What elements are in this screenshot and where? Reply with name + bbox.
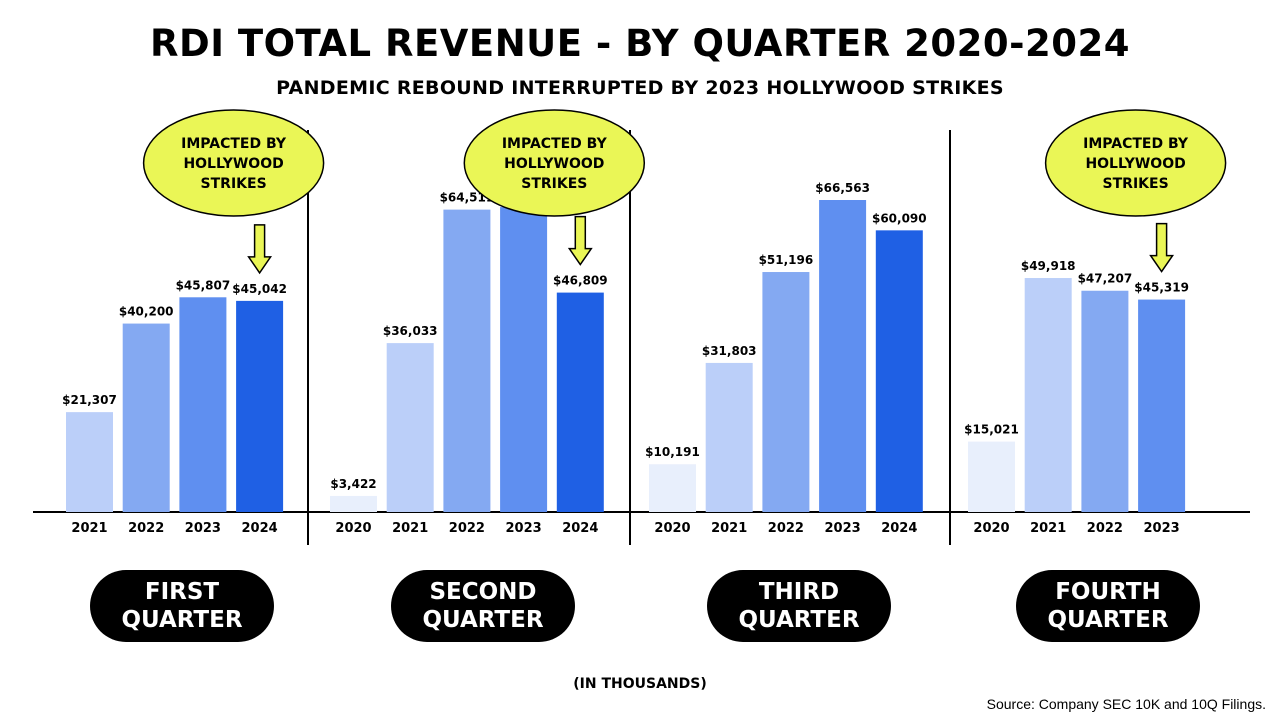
data-label: $66,563 — [815, 181, 870, 195]
bar — [649, 464, 696, 512]
callout-text: HOLLYWOOD — [183, 156, 283, 172]
x-tick-label: 2022 — [1087, 521, 1123, 536]
panel-label-line1: THIRD — [758, 579, 840, 605]
bar — [443, 209, 491, 512]
panel-label-line2: QUARTER — [738, 607, 860, 633]
data-label: $46,809 — [553, 274, 608, 288]
data-label: $36,033 — [383, 324, 438, 338]
panel-label-line2: QUARTER — [121, 607, 243, 633]
bar — [556, 292, 604, 512]
chart-title: RDI TOTAL REVENUE - BY QUARTER 2020-2024 — [150, 22, 1130, 65]
data-label: $47,207 — [1078, 272, 1133, 286]
panel-label-line1: FOURTH — [1055, 579, 1161, 605]
callout-text: STRIKES — [521, 176, 587, 192]
bar — [500, 207, 548, 513]
panel-label-line1: FIRST — [144, 579, 220, 605]
panel-label-third-quarter: THIRD QUARTER — [707, 570, 891, 642]
data-label: $15,021 — [964, 423, 1019, 437]
panel-label-line2: QUARTER — [422, 607, 544, 633]
bar — [819, 200, 867, 512]
data-label: $10,191 — [645, 445, 700, 459]
data-label: $45,042 — [232, 282, 287, 296]
data-label: $40,200 — [119, 305, 174, 319]
callout-text: HOLLYWOOD — [1085, 156, 1185, 172]
units-note: (IN THOUSANDS) — [573, 676, 707, 692]
bar — [179, 297, 227, 512]
bar — [236, 300, 284, 512]
bar — [122, 323, 170, 512]
x-tick-label: 2024 — [881, 521, 917, 536]
callout-arrow — [567, 215, 593, 266]
x-tick-label: 2022 — [449, 521, 485, 536]
panel-label-line1: SECOND — [429, 579, 537, 605]
x-tick-label: 2020 — [654, 521, 690, 536]
bar — [1138, 299, 1186, 512]
bar — [1081, 290, 1129, 512]
data-label: $60,090 — [872, 211, 927, 225]
bar — [875, 230, 923, 512]
data-label: $51,196 — [759, 253, 814, 267]
panel-label-line2: QUARTER — [1047, 607, 1169, 633]
bar — [386, 343, 434, 512]
x-tick-label: 2020 — [973, 521, 1009, 536]
panel-label-second-quarter: SECOND QUARTER — [391, 570, 575, 642]
x-tick-label: 2023 — [185, 521, 221, 536]
callout-text: HOLLYWOOD — [504, 156, 604, 172]
panel-label-first-quarter: FIRST QUARTER — [90, 570, 274, 642]
x-tick-label: 2021 — [71, 521, 107, 536]
x-tick-label: 2024 — [562, 521, 598, 536]
x-tick-label: 2022 — [768, 521, 804, 536]
data-label: $21,307 — [62, 393, 117, 407]
callout-bubble — [142, 109, 325, 217]
data-label: $49,918 — [1021, 259, 1076, 273]
data-label: $3,422 — [330, 477, 376, 491]
bar — [705, 362, 753, 512]
x-tick-label: 2023 — [825, 521, 861, 536]
callout-arrow — [1149, 222, 1175, 273]
data-label: $45,319 — [1134, 281, 1189, 295]
bar — [1024, 278, 1072, 512]
bar — [968, 441, 1015, 512]
callout-text: STRIKES — [201, 176, 267, 192]
data-label: $45,807 — [176, 278, 231, 292]
callout-bubble — [463, 109, 646, 217]
x-tick-label: 2023 — [1144, 521, 1180, 536]
x-tick-label: 2022 — [128, 521, 164, 536]
bar — [762, 272, 810, 512]
bar — [66, 412, 113, 512]
callout-text: STRIKES — [1103, 176, 1169, 192]
callout-text: IMPACTED BY — [181, 136, 287, 152]
x-tick-label: 2021 — [1030, 521, 1066, 536]
callout-bubble — [1044, 109, 1227, 217]
x-tick-label: 2024 — [242, 521, 278, 536]
bar — [330, 495, 377, 512]
data-label: $31,803 — [702, 344, 757, 358]
callout-text: IMPACTED BY — [1083, 136, 1189, 152]
source-note: Source: Company SEC 10K and 10Q Filings. — [986, 696, 1266, 712]
callout-text: IMPACTED BY — [502, 136, 608, 152]
panel-label-fourth-quarter: FOURTH QUARTER — [1016, 570, 1200, 642]
chart-subtitle: PANDEMIC REBOUND INTERRUPTED BY 2023 HOL… — [276, 77, 1004, 99]
x-tick-label: 2020 — [335, 521, 371, 536]
x-tick-label: 2021 — [711, 521, 747, 536]
callout-arrow — [247, 224, 273, 275]
x-tick-label: 2021 — [392, 521, 428, 536]
x-tick-label: 2023 — [506, 521, 542, 536]
